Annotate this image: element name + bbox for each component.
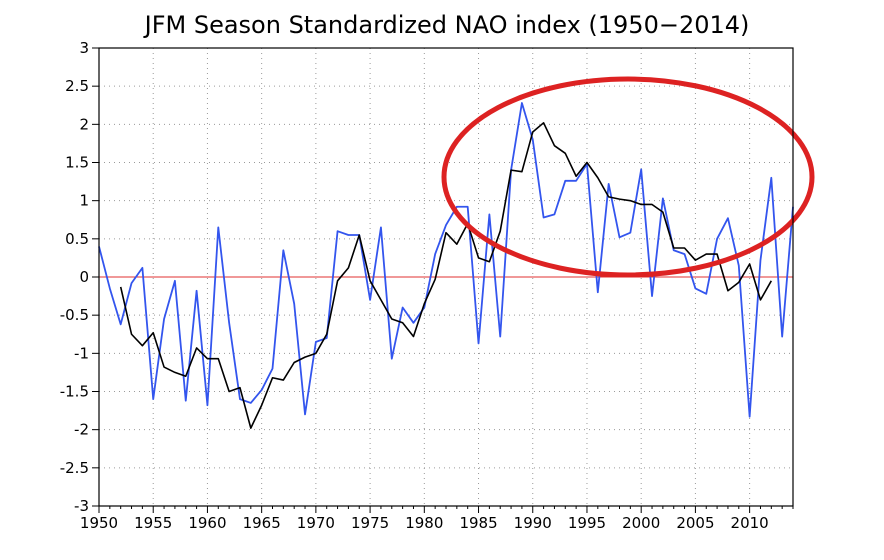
y-tick-label: -2 [74, 421, 89, 439]
x-tick-label: 1960 [188, 514, 226, 532]
x-tick-label: 1975 [351, 514, 389, 532]
y-tick-label: 1 [79, 192, 89, 210]
y-tick-label: 0.5 [65, 230, 89, 248]
x-tick-label: 2010 [731, 514, 769, 532]
y-tick-label: -1 [74, 344, 89, 362]
y-tick-label: -0.5 [60, 306, 89, 324]
x-tick-label: 1985 [459, 514, 497, 532]
y-tick-label: 2.5 [65, 77, 89, 95]
y-tick-label: -2.5 [60, 459, 89, 477]
x-tick-label: 1990 [514, 514, 552, 532]
x-tick-label: 1950 [80, 514, 118, 532]
y-tick-label: 0 [79, 268, 89, 286]
x-tick-label: 1980 [405, 514, 443, 532]
x-tick-label: 1995 [568, 514, 606, 532]
series-line-blue [98, 102, 794, 418]
y-tick-label: -3 [74, 497, 89, 515]
x-tick-label: 1965 [243, 514, 281, 532]
series-line-black [119, 122, 773, 429]
chart-title: JFM Season Standardized NAO index (1950−… [143, 11, 750, 39]
x-tick-label: 2000 [622, 514, 660, 532]
y-tick-label: 2 [79, 115, 89, 133]
plot-frame [98, 47, 794, 507]
y-tick-label: 1.5 [65, 154, 89, 172]
x-axis: 1950 1955 1960 1965 1970 1975 1980 1985 1990 1995… [80, 506, 794, 532]
x-tick-label: 1955 [134, 514, 172, 532]
x-tick-label: 1970 [297, 514, 335, 532]
x-tick-label: 2005 [676, 514, 714, 532]
y-tick-label: -1.5 [60, 383, 89, 401]
y-axis: 3 2.5 2 1.5 1 0.5 0 -0.5 -1 -1.5 -2 -2.5 -3 [60, 39, 99, 515]
highlight-ellipse [441, 76, 815, 278]
series-layer [98, 102, 794, 429]
y-tick-label: 3 [79, 39, 89, 57]
